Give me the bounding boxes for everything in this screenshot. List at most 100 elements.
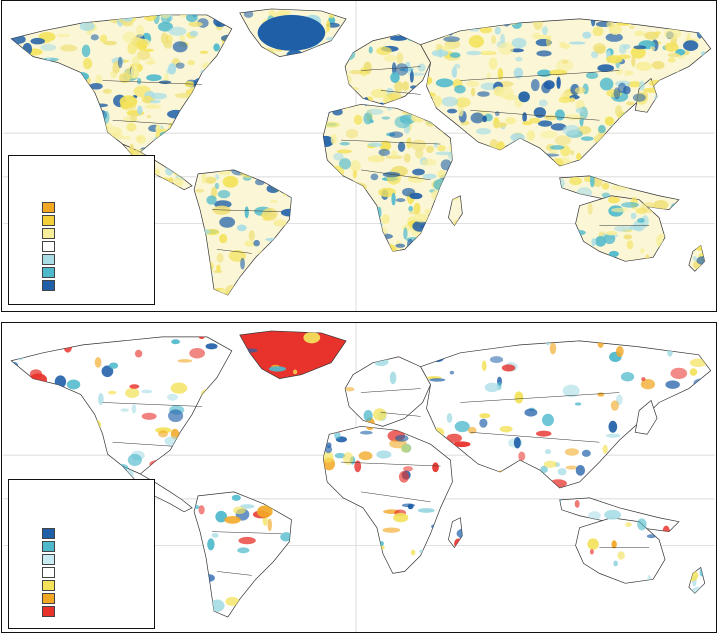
anomaly-patch (688, 210, 705, 223)
anomaly-patch (236, 224, 247, 232)
anomaly-patch (541, 82, 551, 94)
anomaly-patch (265, 582, 271, 594)
anomaly-patch (480, 50, 497, 55)
anomaly-patch (280, 57, 289, 66)
anomaly-patch (553, 213, 566, 220)
anomaly-patch (540, 130, 558, 139)
anomaly-patch (710, 510, 711, 516)
anomaly-patch (680, 79, 689, 88)
anomaly-patch (406, 238, 414, 251)
anomaly-patch (177, 568, 195, 579)
anomaly-patch (346, 8, 364, 17)
anomaly-patch (303, 260, 320, 267)
anomaly-patch (81, 138, 90, 147)
anomaly-patch (551, 494, 562, 506)
anomaly-patch (597, 392, 605, 397)
anomaly-patch (472, 150, 481, 163)
anomaly-patch (297, 402, 309, 411)
anomaly-patch (363, 112, 373, 125)
anomaly-patch (463, 198, 470, 208)
anomaly-patch (141, 412, 157, 420)
anomaly-patch (268, 105, 277, 110)
anomaly-patch (540, 258, 547, 271)
anomaly-patch (656, 417, 671, 426)
anomaly-patch (477, 91, 490, 97)
anomaly-patch (628, 155, 646, 168)
anomaly-patch (328, 424, 344, 433)
anomaly-patch (553, 205, 566, 210)
anomaly-patch (526, 130, 535, 141)
anomaly-patch (200, 388, 215, 401)
anomaly-patch (172, 203, 181, 215)
anomaly-patch (266, 184, 280, 194)
anomaly-patch (538, 575, 556, 588)
anomaly-patch (204, 10, 211, 16)
anomaly-patch (241, 348, 258, 353)
anomaly-patch (248, 230, 255, 241)
anomaly-patch (603, 233, 616, 245)
anomaly-patch (243, 158, 255, 166)
anomaly-patch (253, 157, 266, 167)
anomaly-patch (558, 178, 565, 188)
anomaly-patch (685, 609, 700, 613)
anomaly-patch (651, 153, 669, 166)
anomaly-patch (499, 526, 518, 535)
anomaly-patch (667, 347, 673, 357)
anomaly-patch (79, 21, 95, 32)
anomaly-patch (630, 212, 637, 220)
anomaly-patch (285, 419, 294, 429)
anomaly-patch (312, 149, 322, 156)
anomaly-patch (261, 127, 279, 141)
anomaly-patch (75, 126, 91, 130)
anomaly-patch (489, 273, 501, 285)
anomaly-patch (244, 240, 256, 247)
anomaly-patch (468, 268, 483, 275)
anomaly-patch (496, 258, 503, 267)
anomaly-patch (301, 165, 317, 176)
anomaly-patch (697, 504, 704, 514)
anomaly-patch (200, 573, 215, 583)
anomaly-patch (449, 370, 455, 375)
anomaly-patch (538, 541, 546, 546)
anomaly-patch (90, 419, 101, 431)
anomaly-patch (649, 464, 657, 473)
anomaly-patch (626, 118, 642, 130)
anomaly-patch (618, 153, 636, 165)
anomaly-patch (447, 149, 465, 162)
anomaly-patch (257, 107, 268, 113)
anomaly-patch (5, 75, 9, 82)
anomaly-patch (402, 81, 409, 91)
anomaly-patch (509, 151, 515, 156)
anomaly-patch (629, 260, 645, 264)
anomaly-patch (563, 237, 573, 241)
anomaly-patch (46, 57, 51, 61)
anomaly-patch (494, 8, 509, 19)
anomaly-patch (526, 174, 543, 185)
anomaly-patch (320, 45, 327, 58)
anomaly-patch (158, 80, 172, 85)
anomaly-patch (482, 115, 487, 123)
anomaly-patch (511, 37, 527, 49)
anomaly-patch (487, 552, 498, 557)
anomaly-patch (705, 206, 711, 218)
anomaly-patch (605, 133, 621, 140)
anomaly-patch (370, 88, 388, 98)
anomaly-patch (684, 112, 702, 120)
anomaly-patch (633, 45, 647, 50)
anomaly-patch (324, 208, 341, 221)
anomaly-patch (663, 151, 679, 162)
anomaly-patch (456, 528, 473, 539)
anomaly-patch (483, 566, 491, 574)
bottom-legend-swatch-2 (42, 541, 55, 552)
anomaly-patch (395, 15, 403, 27)
anomaly-patch (138, 43, 147, 50)
anomaly-patch (354, 460, 362, 473)
anomaly-patch (250, 119, 256, 128)
anomaly-patch (615, 68, 624, 75)
anomaly-patch (215, 173, 220, 180)
anomaly-patch (621, 285, 633, 291)
anomaly-patch (294, 162, 304, 170)
anomaly-patch (258, 159, 268, 165)
anomaly-patch (599, 77, 614, 91)
anomaly-patch (393, 512, 409, 523)
